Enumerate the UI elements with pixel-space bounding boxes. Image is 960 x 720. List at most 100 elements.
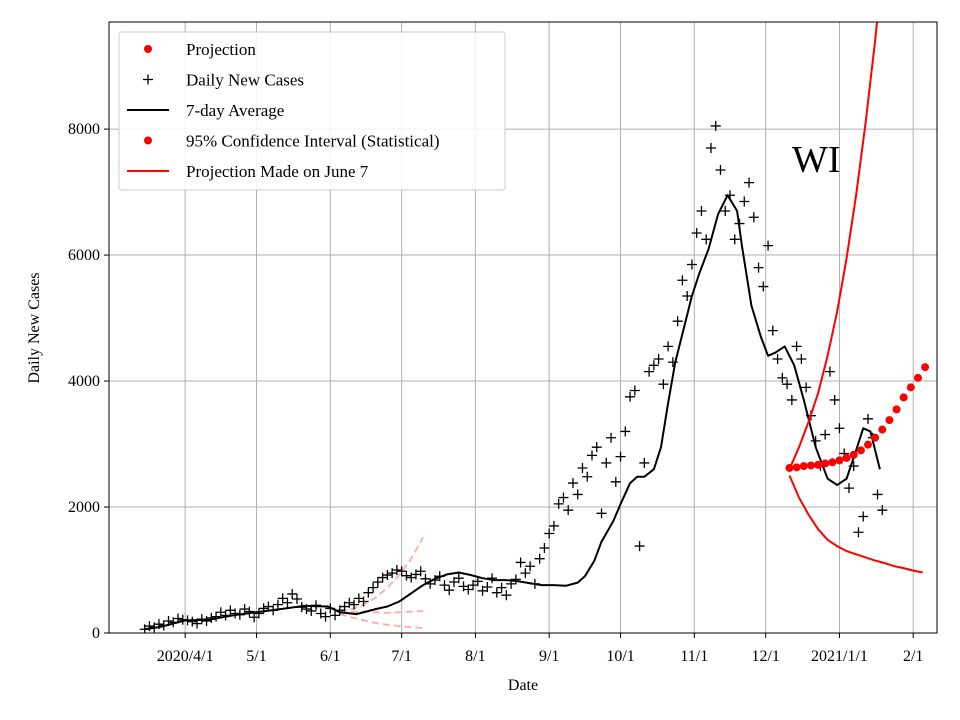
daily-case-marker bbox=[420, 573, 431, 584]
x-tick-label: 2020/4/1 bbox=[157, 648, 214, 665]
x-tick-label: 8/1 bbox=[465, 648, 485, 665]
projection-point bbox=[792, 463, 801, 472]
daily-case-marker bbox=[591, 442, 602, 453]
daily-case-marker bbox=[677, 275, 688, 286]
daily-case-marker bbox=[729, 234, 740, 245]
x-axis-title: Date bbox=[508, 677, 538, 694]
legend-marker-dot bbox=[144, 45, 152, 53]
daily-case-marker bbox=[696, 205, 707, 216]
projection-point bbox=[892, 405, 901, 414]
projection-point bbox=[906, 383, 915, 392]
y-tick-label: 4000 bbox=[68, 373, 100, 390]
x-axis: 2020/4/1 5/1 6/1 7/1 8/1 9/1 10/1 11/1 12/1 2021/… bbox=[157, 633, 923, 665]
daily-case-marker bbox=[253, 608, 264, 619]
daily-case-marker bbox=[625, 391, 636, 402]
daily-case-marker bbox=[820, 429, 831, 440]
projection-point bbox=[806, 461, 815, 470]
daily-case-marker bbox=[363, 587, 374, 598]
daily-case-marker bbox=[287, 588, 298, 599]
x-tick-label: 5/1 bbox=[246, 648, 266, 665]
legend-label: Projection Made on June 7 bbox=[186, 162, 369, 181]
daily-case-marker bbox=[658, 379, 669, 390]
y-tick-label: 6000 bbox=[68, 247, 100, 264]
y-tick-label: 2000 bbox=[68, 499, 100, 516]
daily-case-marker bbox=[610, 476, 621, 487]
daily-case-marker bbox=[577, 462, 588, 473]
x-tick-label: 7/1 bbox=[391, 648, 411, 665]
daily-case-marker bbox=[482, 582, 493, 593]
daily-case-marker bbox=[277, 593, 288, 604]
daily-case-marker bbox=[763, 240, 774, 251]
daily-case-marker bbox=[472, 576, 483, 587]
daily-case-marker bbox=[710, 120, 721, 131]
daily-case-marker bbox=[587, 450, 597, 461]
y-tick-label: 8000 bbox=[68, 121, 100, 138]
daily-case-marker bbox=[701, 234, 712, 245]
daily-case-marker bbox=[663, 341, 674, 352]
daily-case-marker bbox=[863, 413, 873, 424]
daily-case-marker bbox=[491, 587, 502, 598]
projection-point bbox=[921, 363, 930, 372]
daily-case-marker bbox=[272, 599, 283, 610]
projection-point bbox=[814, 460, 823, 469]
daily-case-marker bbox=[501, 590, 512, 601]
daily-case-marker bbox=[705, 142, 716, 153]
daily-case-marker bbox=[510, 574, 521, 585]
projection-point bbox=[842, 453, 851, 462]
daily-case-marker bbox=[601, 457, 612, 468]
projection-point bbox=[871, 433, 880, 442]
x-tick-label: 12/1 bbox=[751, 648, 779, 665]
daily-case-marker bbox=[525, 561, 536, 572]
daily-case-marker bbox=[520, 568, 531, 579]
x-tick-label: 6/1 bbox=[320, 648, 340, 665]
observed-cases bbox=[139, 120, 888, 633]
daily-case-marker bbox=[772, 353, 783, 364]
daily-case-marker bbox=[239, 604, 250, 615]
daily-case-marker bbox=[548, 520, 559, 531]
projection-point bbox=[849, 450, 858, 459]
legend-label: Projection bbox=[186, 40, 256, 59]
daily-case-marker bbox=[349, 599, 360, 610]
daily-case-marker bbox=[391, 565, 402, 576]
daily-case-marker bbox=[801, 382, 812, 393]
daily-case-marker bbox=[453, 573, 464, 584]
daily-case-marker bbox=[567, 478, 578, 489]
daily-case-marker bbox=[877, 505, 888, 516]
daily-case-marker bbox=[786, 394, 797, 405]
daily-case-marker bbox=[739, 196, 750, 207]
plot-frame bbox=[108, 21, 938, 634]
daily-case-marker bbox=[244, 606, 255, 617]
daily-case-marker bbox=[368, 582, 379, 593]
daily-case-marker bbox=[344, 597, 355, 608]
daily-case-marker bbox=[444, 585, 455, 596]
projection-point bbox=[799, 462, 808, 471]
daily-case-marker bbox=[753, 262, 764, 273]
daily-case-marker bbox=[553, 498, 564, 509]
seven-day-average bbox=[144, 194, 881, 631]
legend-marker-dot bbox=[144, 136, 152, 145]
daily-case-marker bbox=[682, 291, 693, 302]
daily-case-marker bbox=[791, 341, 802, 352]
daily-case-marker bbox=[558, 492, 569, 503]
daily-case-marker bbox=[615, 451, 626, 462]
daily-case-marker bbox=[796, 353, 807, 364]
daily-case-marker bbox=[644, 366, 655, 377]
legend-marker-plus bbox=[143, 74, 153, 85]
daily-case-marker bbox=[872, 489, 883, 500]
daily-case-marker bbox=[496, 582, 507, 593]
daily-case-marker bbox=[672, 316, 683, 327]
daily-case-marker bbox=[829, 394, 840, 405]
daily-case-marker bbox=[463, 584, 474, 595]
daily-case-marker bbox=[758, 281, 769, 292]
daily-case-marker bbox=[767, 325, 778, 336]
daily-case-marker bbox=[777, 372, 788, 383]
plot-content bbox=[139, 22, 930, 633]
seven-day-average-line bbox=[144, 194, 881, 631]
projection-point bbox=[885, 416, 894, 425]
daily-case-marker bbox=[396, 566, 407, 577]
daily-case-marker bbox=[824, 366, 835, 377]
legend-box bbox=[118, 31, 506, 191]
june-projection-lower bbox=[339, 613, 424, 629]
daily-case-marker bbox=[853, 527, 864, 538]
